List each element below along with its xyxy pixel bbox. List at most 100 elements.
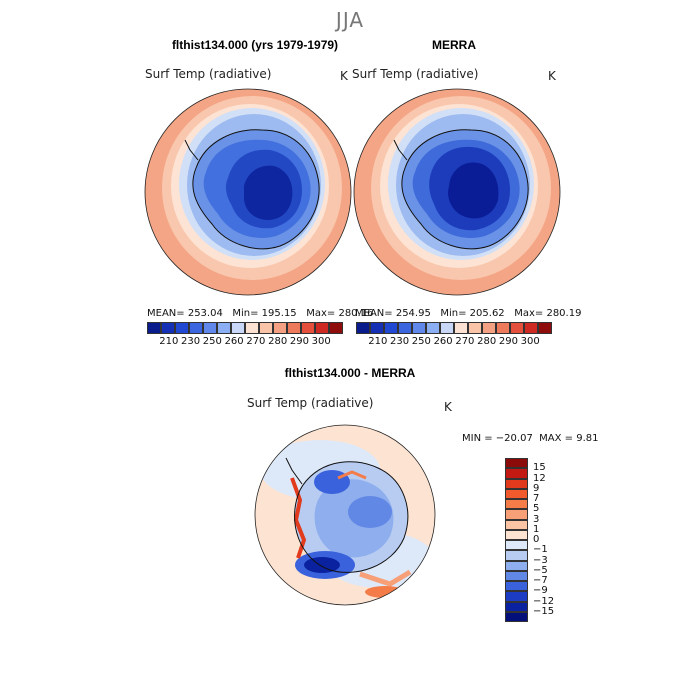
stat-max-merra: Max= 280.19 xyxy=(514,308,582,319)
stat-max-model: Max= 280.16 xyxy=(306,308,374,319)
colorbar-swatch xyxy=(147,322,161,334)
colorbar-swatch xyxy=(301,322,315,334)
colorbar-tick-label: 5 xyxy=(533,503,540,515)
colorbar-tick-label: −3 xyxy=(533,554,548,566)
colorbar-swatch xyxy=(398,322,412,334)
colorbar-tick-label: 0 xyxy=(533,534,540,545)
colorbar-swatch xyxy=(505,458,528,469)
colorbar-tick-label: 250 xyxy=(411,336,431,347)
colorbar-swatch xyxy=(356,322,370,334)
panel-title-difference: flthist134.000 - MERRA xyxy=(284,366,416,380)
colorbar-swatch xyxy=(315,322,329,334)
colorbar-swatch xyxy=(505,601,528,612)
colorbar-model-labels: 210 230 250 260 270 280 290 300 xyxy=(147,336,343,348)
map-merra xyxy=(354,89,560,295)
colorbar-swatch xyxy=(426,322,440,334)
difference-minmax: MIN = −20.07 MAX = 9.81 xyxy=(462,433,599,444)
colorbar-swatch xyxy=(482,322,496,334)
stat-max-difference: MAX = 9.81 xyxy=(539,433,599,444)
colorbar-tick-label: 3 xyxy=(533,513,540,525)
colorbar-model xyxy=(147,322,343,334)
colorbar-swatch xyxy=(329,322,343,334)
colorbar-difference xyxy=(505,458,528,622)
colorbar-tick-label: 230 xyxy=(390,336,410,347)
variable-label-model: Surf Temp (radiative) xyxy=(145,67,272,81)
colorbar-swatch xyxy=(505,581,528,592)
colorbar-swatch xyxy=(505,560,528,571)
colorbar-tick-label: 280 xyxy=(268,336,288,347)
map-model xyxy=(145,89,351,295)
colorbar-swatch xyxy=(259,322,273,334)
colorbar-swatch xyxy=(161,322,175,334)
variable-label-merra: Surf Temp (radiative) xyxy=(352,67,479,81)
colorbar-tick-label: −5 xyxy=(533,564,548,576)
colorbar-swatch xyxy=(496,322,510,334)
colorbar-tick-label: 210 xyxy=(159,336,179,347)
colorbar-swatch xyxy=(370,322,384,334)
colorbar-swatch xyxy=(505,519,528,530)
colorbar-tick-label: 270 xyxy=(246,336,266,347)
colorbar-tick-label: 260 xyxy=(433,336,453,347)
colorbar-tick-label: −12 xyxy=(533,595,555,607)
colorbar-swatch xyxy=(505,529,528,540)
stat-mean-merra: MEAN= 254.95 xyxy=(355,308,431,319)
colorbar-tick-label: 12 xyxy=(533,472,546,484)
unit-label-merra: K xyxy=(548,69,556,83)
map-difference xyxy=(255,425,435,605)
panel-title-merra: MERRA xyxy=(432,38,476,52)
colorbar-swatch xyxy=(468,322,482,334)
colorbar-tick-label: 7 xyxy=(533,493,540,504)
colorbar-tick-label: 280 xyxy=(477,336,497,347)
unit-label-difference: K xyxy=(444,400,452,414)
panel-title-model: flthist134.000 (yrs 1979-1979) xyxy=(171,38,339,52)
colorbar-swatch xyxy=(231,322,245,334)
colorbar-swatch xyxy=(505,499,528,510)
colorbar-swatch xyxy=(505,591,528,602)
colorbar-swatch xyxy=(505,540,528,551)
colorbar-tick-label: 230 xyxy=(181,336,201,347)
colorbar-tick-label: 1 xyxy=(533,523,540,535)
colorbar-merra xyxy=(356,322,552,334)
colorbar-merra-labels: 210 230 250 260 270 280 290 300 xyxy=(356,336,552,348)
stats-merra: MEAN= 254.95 Min= 205.62 Max= 280.19 xyxy=(355,308,581,319)
stats-model: MEAN= 253.04 Min= 195.15 Max= 280.16 xyxy=(147,308,373,319)
colorbar-tick-label: 270 xyxy=(455,336,475,347)
colorbar-tick-label: 300 xyxy=(520,336,540,347)
colorbar-tick-label: −1 xyxy=(533,544,548,556)
colorbar-swatch xyxy=(505,488,528,499)
colorbar-swatch xyxy=(273,322,287,334)
colorbar-tick-label: 290 xyxy=(498,336,518,347)
colorbar-difference-labels: 15 12 9 7 5 3 1 0 −1 −3 −5 −7 −9 −12 −15 xyxy=(533,458,573,622)
unit-label-model: K xyxy=(340,69,348,83)
colorbar-tick-label: 9 xyxy=(533,482,540,494)
colorbar-swatch xyxy=(440,322,454,334)
colorbar-swatch xyxy=(245,322,259,334)
colorbar-swatch xyxy=(505,468,528,479)
colorbar-swatch xyxy=(454,322,468,334)
colorbar-swatch xyxy=(217,322,231,334)
colorbar-tick-label: −9 xyxy=(533,585,548,597)
stat-min-model: Min= 195.15 xyxy=(232,308,297,319)
colorbar-swatch xyxy=(505,611,528,622)
colorbar-tick-label: 15 xyxy=(533,462,546,474)
variable-label-difference: Surf Temp (radiative) xyxy=(247,396,374,410)
figure-title: JJA xyxy=(335,8,365,32)
colorbar-swatch xyxy=(505,509,528,520)
colorbar-tick-label: 300 xyxy=(311,336,331,347)
colorbar-swatch xyxy=(384,322,398,334)
colorbar-swatch xyxy=(510,322,524,334)
colorbar-swatch xyxy=(189,322,203,334)
colorbar-tick-label: 210 xyxy=(368,336,388,347)
colorbar-swatch xyxy=(412,322,426,334)
colorbar-swatch xyxy=(505,550,528,561)
colorbar-swatch xyxy=(505,478,528,489)
stat-mean-model: MEAN= 253.04 xyxy=(147,308,223,319)
colorbar-swatch xyxy=(203,322,217,334)
colorbar-tick-label: 250 xyxy=(202,336,222,347)
colorbar-tick-label: −7 xyxy=(533,575,548,586)
colorbar-swatch xyxy=(505,570,528,581)
stat-min-difference: MIN = −20.07 xyxy=(462,433,533,444)
colorbar-swatch xyxy=(175,322,189,334)
colorbar-swatch xyxy=(524,322,538,334)
